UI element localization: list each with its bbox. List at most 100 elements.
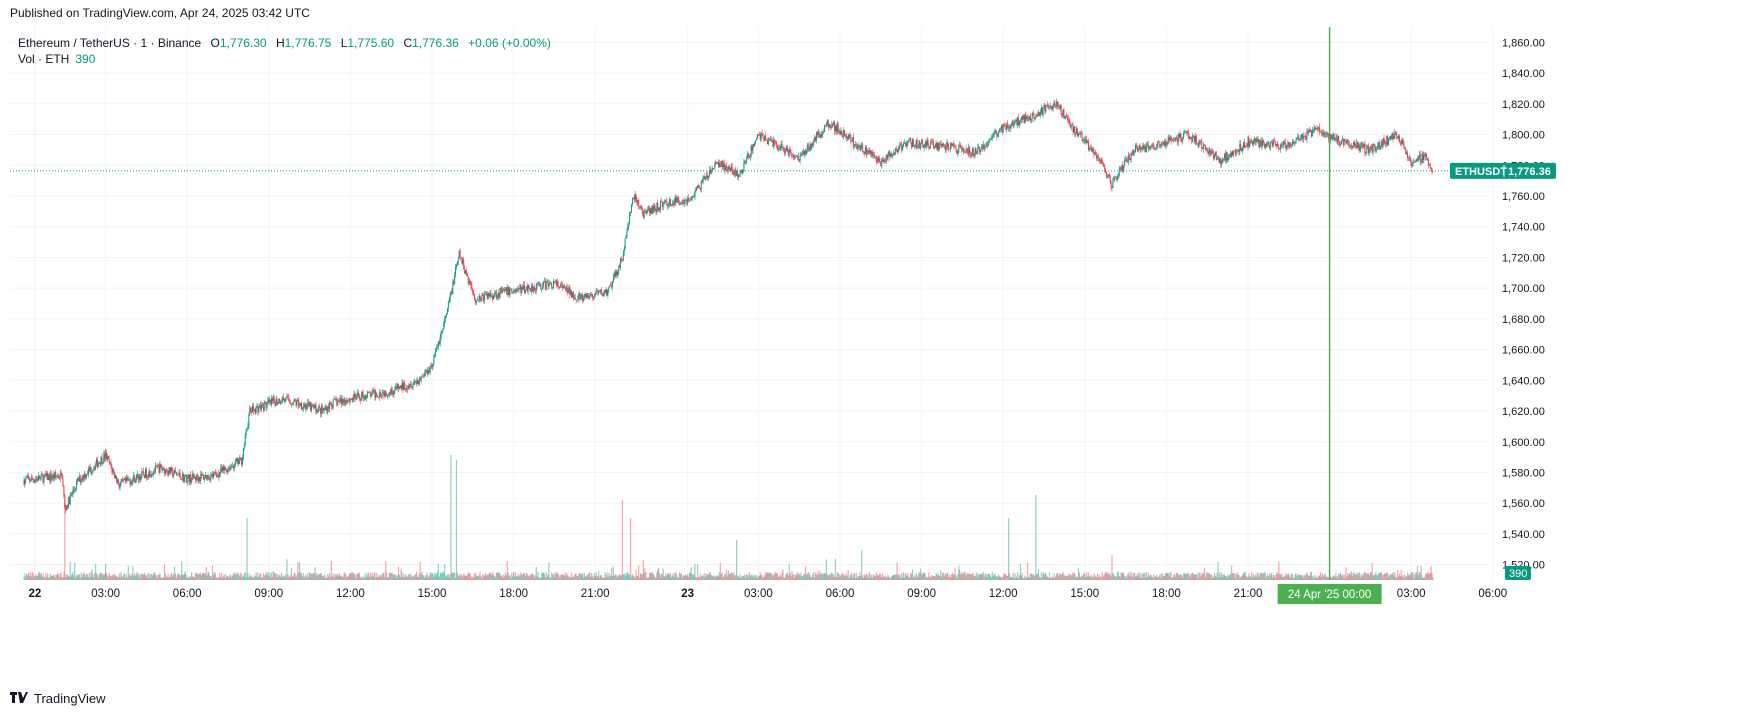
candle-body [911, 142, 913, 148]
volume-bar [317, 575, 319, 580]
candle-body [268, 400, 270, 402]
candle-body [1059, 105, 1061, 109]
volume-bar [402, 577, 404, 580]
volume-bar [676, 574, 678, 580]
candle-body [488, 292, 490, 297]
volume-bar [243, 573, 245, 580]
candle-body [203, 475, 205, 480]
volume-bar [143, 574, 145, 580]
volume-bar [1199, 573, 1201, 580]
candle-body [447, 302, 449, 309]
volume-bar [1345, 567, 1347, 580]
volume-bar [370, 576, 372, 580]
volume-bar [1053, 573, 1055, 580]
volume-bar [1344, 574, 1346, 580]
candle-body [900, 144, 902, 146]
candle-body [935, 143, 937, 148]
symbol-name[interactable]: Ethereum / TetherUS · 1 · Binance [18, 36, 202, 50]
volume-bar [1115, 576, 1118, 580]
volume-bar [225, 574, 227, 580]
candle-body [472, 289, 474, 294]
volume-bar [163, 564, 166, 580]
volume-bar [151, 573, 153, 580]
volume-bar [373, 573, 375, 580]
candle-body [1188, 135, 1190, 139]
candle-body [1146, 144, 1148, 146]
candle-body [1056, 101, 1058, 108]
volume-bar [312, 573, 314, 580]
brand-footer[interactable]: TradingView [10, 690, 106, 706]
price-tick-label: 1,680.00 [1502, 314, 1545, 326]
candle-body [1192, 135, 1194, 142]
volume-bar [47, 577, 50, 580]
volume-bar [972, 572, 974, 580]
volume-bar [848, 577, 850, 580]
price-axis[interactable]: 1,520.001,540.001,560.001,580.001,600.00… [1450, 37, 1556, 580]
volume-bar [999, 576, 1002, 580]
volume-bar [273, 572, 275, 580]
volume-bar [218, 576, 220, 580]
candle-body [324, 408, 326, 410]
price-chart[interactable]: 1,520.001,540.001,560.001,580.001,600.00… [10, 27, 1745, 682]
volume-bar [212, 574, 215, 580]
volume-bar [717, 576, 720, 580]
candle-body [149, 470, 151, 477]
volume-bar [1037, 569, 1040, 580]
candle-body [697, 185, 699, 189]
volume-bar [158, 574, 160, 580]
volume-bar [593, 572, 595, 580]
volume-bar [210, 575, 212, 580]
volume-bar [168, 577, 170, 580]
volume-bar [509, 574, 511, 580]
candle-body [321, 406, 323, 411]
candle-body [475, 299, 477, 303]
volume-bar [495, 572, 497, 580]
volume-bar [297, 561, 299, 580]
candle-body [991, 136, 993, 139]
volume-bar [1323, 574, 1325, 580]
volume-bar [386, 577, 389, 580]
candle-body [1215, 151, 1217, 160]
candle-body [804, 150, 806, 155]
candle-body [1155, 147, 1157, 149]
candle-body [469, 280, 471, 284]
volume-bar [862, 575, 864, 580]
candle-body [476, 299, 478, 301]
candle-body [123, 479, 125, 481]
volume-bar [609, 573, 611, 580]
volume-bar [897, 575, 899, 580]
volume-bar [945, 574, 947, 580]
volume-bar [126, 577, 128, 580]
volume-bar [939, 576, 941, 580]
candle-body [210, 474, 212, 481]
time-axis[interactable]: 22 03:00 06:00 09:00 12:00 15:00 18:00 21:00 23 0… [28, 584, 1507, 604]
volume-bar [618, 574, 620, 580]
volume-bar [1348, 574, 1350, 580]
candle-body [477, 299, 479, 300]
candle-body [1173, 139, 1175, 141]
candle-body [1359, 144, 1361, 151]
candle-body [329, 402, 331, 410]
volume-bar [80, 572, 82, 580]
volume-bar [726, 569, 728, 580]
candle-body [1302, 136, 1304, 140]
candle-body [290, 404, 292, 405]
volume-bar [1178, 575, 1180, 580]
volume-bar [221, 572, 223, 580]
volume-bar [909, 577, 911, 580]
volume-bar [195, 572, 197, 580]
candle-body [200, 474, 202, 482]
volume-label[interactable]: Vol · ETH [18, 52, 70, 66]
candle-body [494, 292, 496, 294]
volume-bar [766, 572, 769, 580]
volume-bar [454, 572, 456, 580]
volume-bar [1102, 575, 1104, 580]
candle-body [199, 477, 201, 482]
candle-body [1065, 115, 1067, 118]
volume-bar [1341, 575, 1343, 580]
candle-body [625, 236, 627, 239]
volume-bar [569, 576, 571, 580]
volume-bar [885, 576, 887, 580]
volume-bar [358, 572, 361, 580]
volume-bar [486, 574, 488, 580]
